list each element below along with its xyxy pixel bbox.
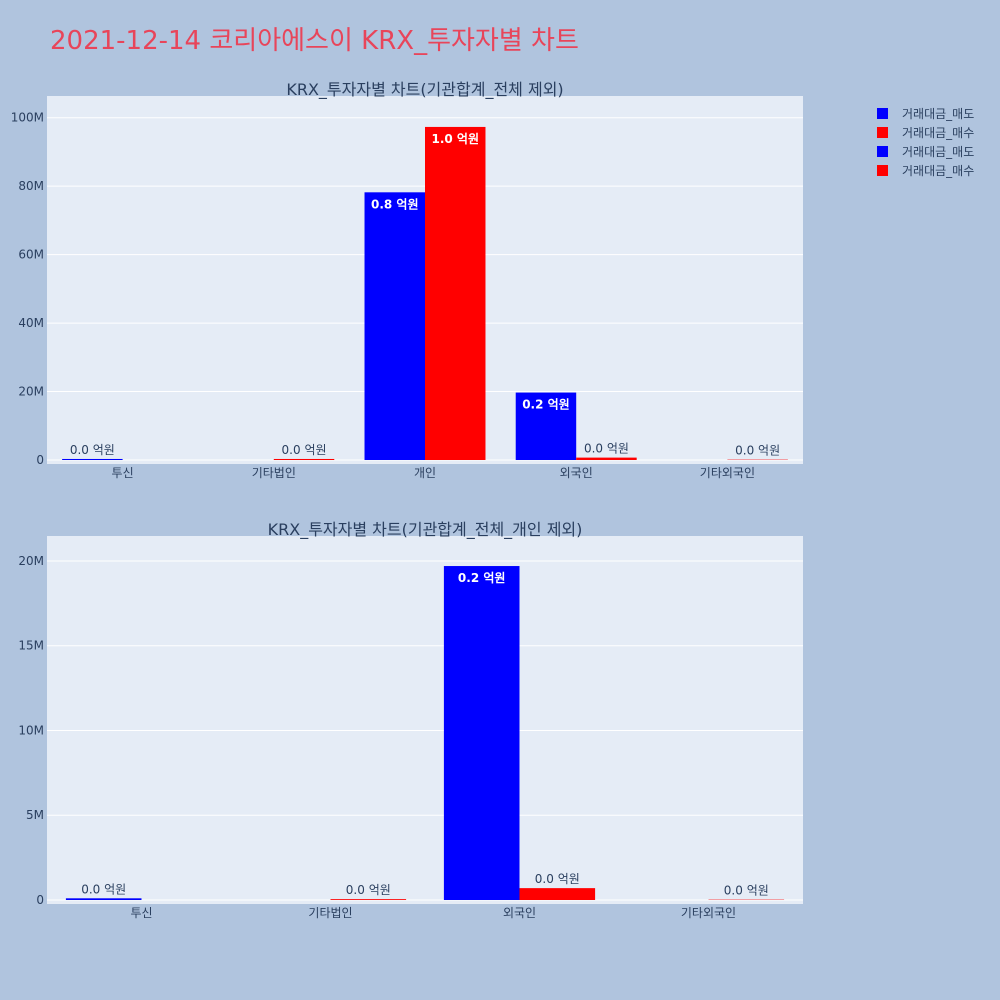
x-tick-label: 개인 (414, 466, 436, 480)
bar-data-label: 0.0 억원 (282, 443, 327, 457)
bar-data-label: 0.2 억원 (458, 571, 506, 585)
bar-data-label: 1.0 억원 (431, 132, 479, 146)
legend-label[interactable]: 거래대금_매도 (902, 145, 974, 159)
y-tick-label: 15M (18, 639, 44, 653)
bar (443, 566, 520, 900)
x-tick-label: 기타외국인 (681, 906, 736, 920)
y-tick-label: 40M (18, 316, 44, 330)
y-tick-label: 100M (11, 111, 44, 125)
legend-label[interactable]: 거래대금_매수 (902, 164, 974, 178)
y-tick-label: 0 (36, 893, 44, 907)
y-tick-label: 20M (18, 554, 44, 568)
page-title: 2021-12-14 코리아에스이 KRX_투자자별 차트 (50, 26, 579, 56)
x-tick-label: 투신 (112, 466, 134, 480)
y-tick-label: 0 (36, 453, 44, 467)
y-tick-label: 10M (18, 723, 44, 737)
bar (364, 192, 425, 461)
bar (519, 888, 596, 900)
chart-title: KRX_투자자별 차트(기관합계_전체_개인 제외) (268, 520, 583, 540)
bar-data-label: 0.0 억원 (346, 883, 391, 897)
bar-data-label: 0.0 억원 (70, 443, 115, 457)
y-tick-label: 20M (18, 385, 44, 399)
bar (62, 458, 123, 460)
legend-swatch[interactable] (877, 108, 888, 119)
x-tick-label: 외국인 (503, 906, 536, 920)
legend-swatch[interactable] (877, 165, 888, 176)
bar-data-label: 0.2 억원 (522, 398, 570, 412)
x-tick-label: 기타법인 (308, 906, 352, 920)
chart-investor-all: KRX_투자자별 차트(기관합계_전체 제외) 0 20M 40M 60M 80M 100M… (11, 80, 803, 480)
bar-data-label: 0.0 억원 (735, 444, 780, 458)
legend-label[interactable]: 거래대금_매도 (902, 107, 974, 121)
bar-data-label: 0.0 억원 (81, 882, 126, 896)
x-tick-label: 외국인 (560, 466, 593, 480)
plot-area (47, 536, 803, 904)
bar-data-label: 0.0 억원 (584, 442, 629, 456)
y-tick-label: 80M (18, 179, 44, 193)
chart-title: KRX_투자자별 차트(기관합계_전체 제외) (286, 80, 563, 100)
y-tick-label: 5M (26, 808, 44, 822)
legend-label[interactable]: 거래대금_매수 (902, 126, 974, 140)
x-tick-label: 기타외국인 (700, 466, 755, 480)
bar (515, 392, 577, 460)
bar-data-label: 0.8 억원 (371, 197, 419, 211)
legend-swatch[interactable] (877, 127, 888, 138)
bar (425, 126, 486, 460)
bar-data-label: 0.0 억원 (724, 884, 769, 898)
y-tick-label: 60M (18, 248, 44, 262)
bar (330, 899, 407, 900)
x-tick-label: 기타법인 (252, 466, 296, 480)
bar (65, 898, 142, 900)
chart-investor-excl-individual: KRX_투자자별 차트(기관합계_전체_개인 제외) 0 5M 10M 15M 20M 투신… (18, 520, 803, 920)
legend-swatch[interactable] (877, 146, 888, 157)
bar-data-label: 0.0 억원 (535, 872, 580, 886)
bar (273, 458, 335, 460)
bar (576, 457, 637, 460)
x-tick-label: 투신 (130, 906, 152, 920)
